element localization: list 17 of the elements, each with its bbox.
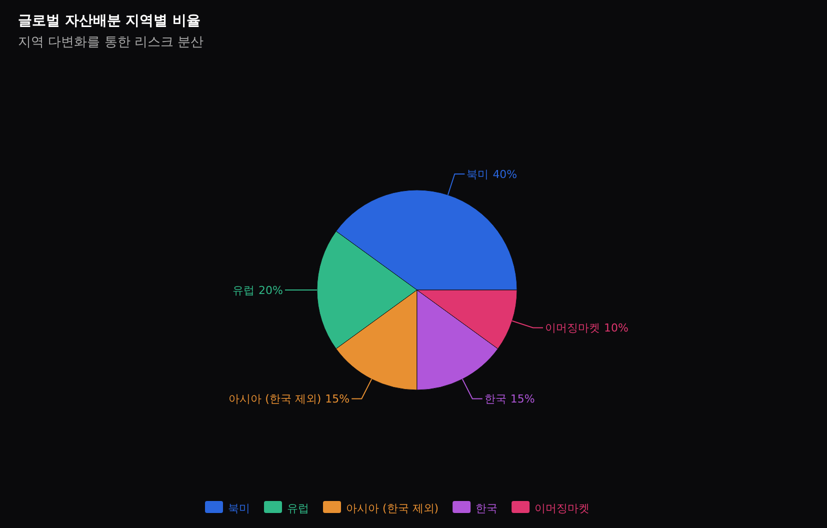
- data-label: 10%: [604, 322, 628, 335]
- data-label: 15%: [325, 392, 350, 406]
- data-label: 40%: [492, 168, 518, 181]
- slice-label: 아시아 (한국 제외): [228, 392, 322, 406]
- chart-title: 글로벌 자산배분 지역별 비율: [18, 13, 201, 29]
- legend-label: 아시아 (한국 제외): [346, 502, 439, 515]
- data-label: 20%: [258, 284, 283, 297]
- legend-label: 북미: [228, 502, 250, 515]
- legend-label: 한국: [476, 502, 498, 515]
- slice-label: 이머징마켓: [545, 322, 600, 335]
- slice-label: 북미: [466, 168, 489, 181]
- data-label: 15%: [510, 392, 535, 406]
- legend-label: 유럽: [287, 502, 309, 515]
- slice-label: 한국: [484, 392, 506, 406]
- legend-label: 이머징마켓: [534, 502, 590, 515]
- chart-subtitle: 지역 다변화를 통한 리스크 분산: [18, 35, 204, 50]
- slice-label: 유럽: [232, 284, 255, 297]
